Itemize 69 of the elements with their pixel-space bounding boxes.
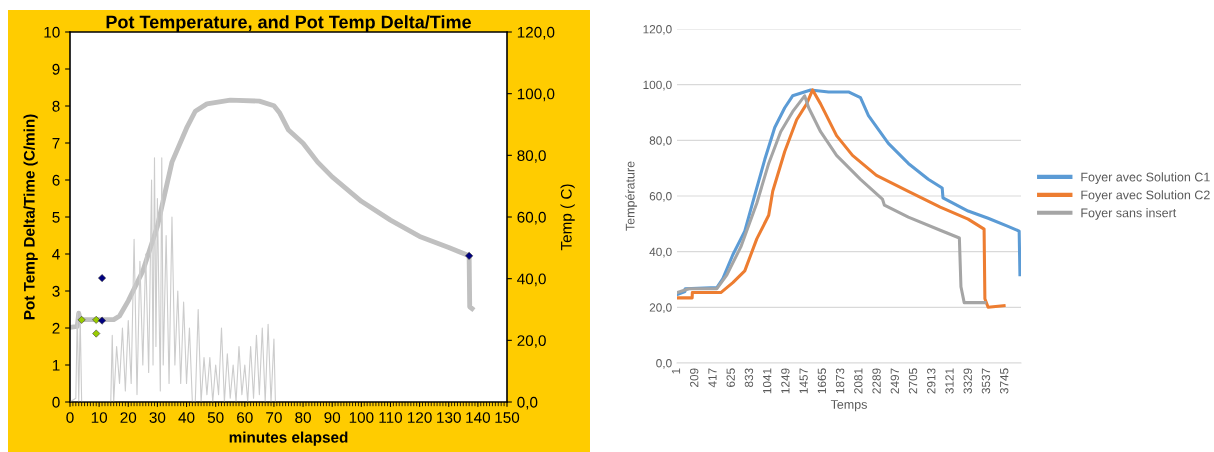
y-tick-label: 6 <box>52 174 60 186</box>
y2-tick-label: 0,0 <box>517 396 538 410</box>
y-tick-label: 60,0 <box>649 192 672 202</box>
x-tick-label: 110 <box>379 412 403 423</box>
x-tick-label: 3329 <box>963 368 972 394</box>
y-tick-label: 2 <box>52 322 60 334</box>
y-tick-label: 1 <box>52 360 60 371</box>
x-tick-label: 90 <box>324 412 341 423</box>
y-tick-label: 40,0 <box>649 247 672 258</box>
x-tick-label: 120 <box>408 412 432 423</box>
y2-tick-label: 80,0 <box>517 150 546 163</box>
x-tick-label: 417 <box>708 368 717 388</box>
x-tick-label: 30 <box>149 412 166 423</box>
legend-label: Foyer avec Solution C1 <box>1081 172 1210 184</box>
y-tick-label: 80,0 <box>649 136 672 147</box>
x-tick-label: 140 <box>466 412 491 423</box>
x-tick-label: 2705 <box>908 368 918 394</box>
x-tick-label: 625 <box>726 368 735 387</box>
y-tick-label: 7 <box>52 138 60 149</box>
y-tick-label: 8 <box>52 100 60 112</box>
x-tick-label: 2913 <box>927 368 936 394</box>
x-tick-label: 3121 <box>945 368 954 394</box>
x-tick-label: 2289 <box>872 368 881 394</box>
x-tick-label: 1041 <box>762 368 772 394</box>
x-tick-label: 1665 <box>817 368 827 394</box>
y-tick-label: 3 <box>52 285 60 297</box>
x-tick-label: 2081 <box>854 368 863 394</box>
x-tick-label: 20 <box>120 412 137 423</box>
x-tick-label: 150 <box>495 412 520 423</box>
y-tick-label: 5 <box>52 212 60 223</box>
y2-axis-title: Temp ( C) <box>560 184 575 251</box>
chart-title: Pot Temperature, and Pot Temp Delta/Time <box>106 15 472 32</box>
x-axis-title: Temps <box>830 400 867 412</box>
y2-tick-label: 40,0 <box>517 273 546 287</box>
y-tick-label: 9 <box>52 63 60 75</box>
x-tick-label: 80 <box>295 412 311 423</box>
x-tick-label: 3537 <box>981 368 991 394</box>
x-tick-label: 1 <box>671 368 681 374</box>
x-tick-label: 50 <box>207 412 224 423</box>
y-tick-label: 4 <box>52 249 60 260</box>
y2-tick-label: 100,0 <box>517 88 555 102</box>
y-tick-label: 100,0 <box>643 80 672 91</box>
y-tick-label: 0,0 <box>656 359 672 369</box>
x-tick-label: 0 <box>66 412 74 423</box>
x-tick-label: 130 <box>437 412 461 423</box>
x-tick-label: 70 <box>266 412 282 423</box>
y-axis-title: Pot Temp Delta/Time (C/min) <box>23 114 38 320</box>
x-tick-label: 3745 <box>1000 368 1009 394</box>
legend-label: Foyer sans insert <box>1081 208 1177 220</box>
legend-label: Foyer avec Solution C2 <box>1081 190 1210 202</box>
x-axis-title: minutes elapsed <box>229 431 348 446</box>
x-tick-label: 100 <box>349 412 374 423</box>
x-tick-label: 10 <box>91 412 108 423</box>
x-tick-label: 1457 <box>799 368 808 394</box>
x-tick-label: 60 <box>237 412 253 423</box>
x-tick-label: 1873 <box>835 368 845 394</box>
y-tick-label: 10 <box>44 26 60 38</box>
x-tick-label: 209 <box>690 368 699 387</box>
x-tick-label: 833 <box>744 368 754 388</box>
y-tick-label: 120,0 <box>643 25 672 35</box>
y-tick-label: 0 <box>52 396 60 408</box>
y2-tick-label: 60,0 <box>517 211 546 225</box>
x-tick-label: 1249 <box>781 368 790 394</box>
y2-tick-label: 120,0 <box>517 26 555 40</box>
x-tick-label: 40 <box>178 412 195 423</box>
y-tick-label: 20,0 <box>649 303 672 314</box>
y2-tick-label: 20,0 <box>517 335 546 348</box>
y-axis-title: Température <box>625 161 638 231</box>
x-tick-label: 2497 <box>890 368 899 394</box>
